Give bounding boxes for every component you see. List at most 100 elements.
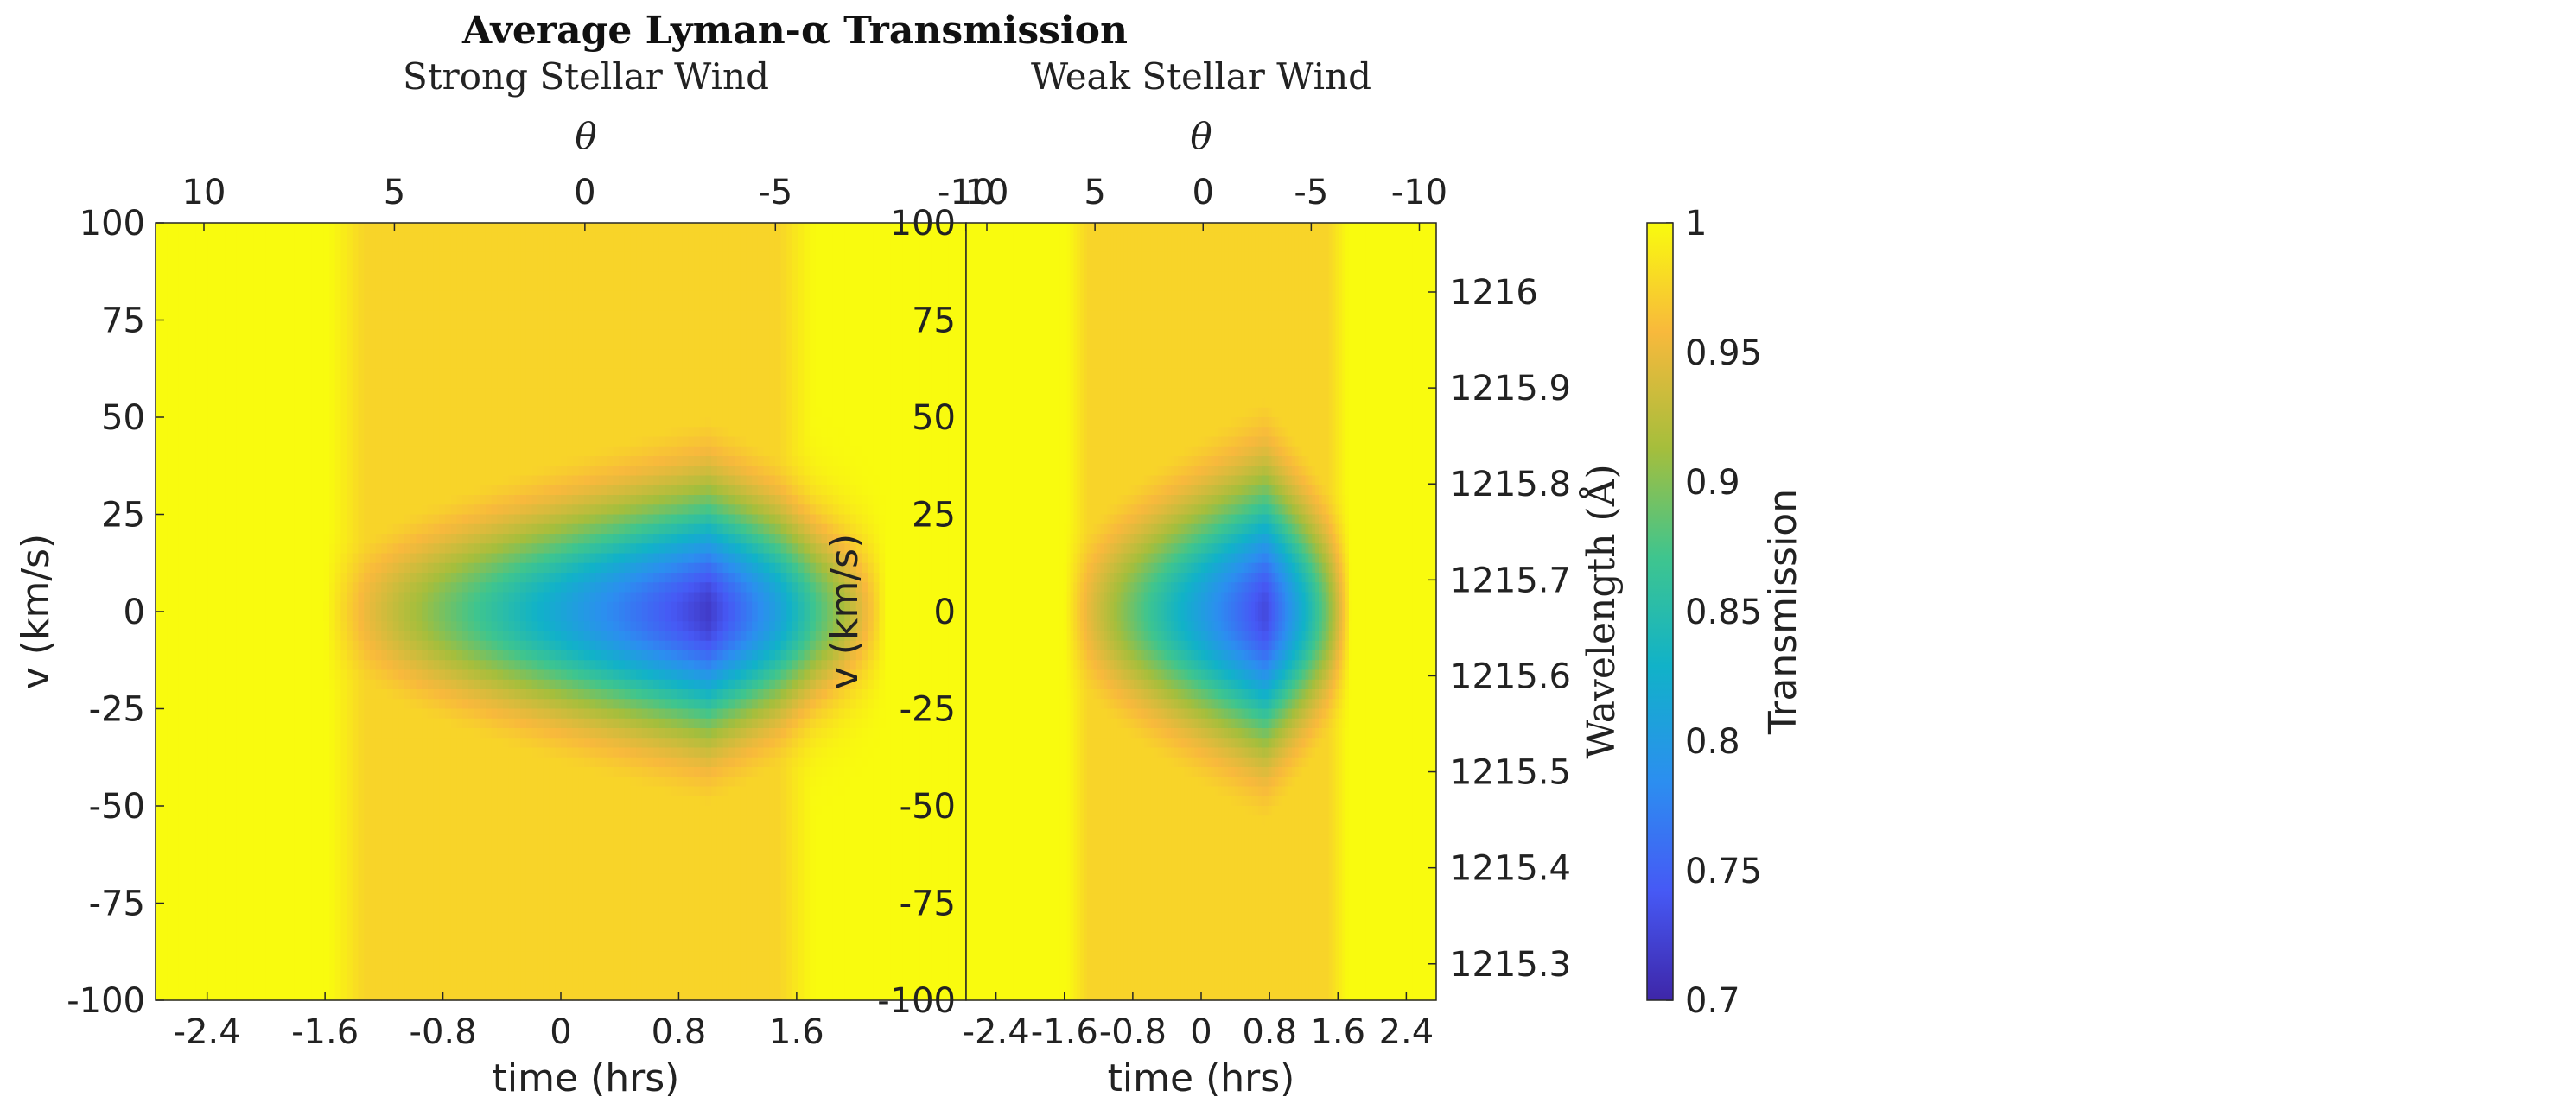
- heatmap-cell: [167, 252, 173, 263]
- heatmap-cell: [486, 291, 492, 301]
- heatmap-cell: [659, 534, 665, 544]
- heatmap-cell: [445, 563, 451, 574]
- heatmap-cell: [422, 543, 428, 554]
- heatmap-cell: [839, 447, 845, 457]
- heatmap-cell: [850, 291, 856, 301]
- heatmap-cell: [301, 282, 307, 292]
- heatmap-cell: [741, 447, 747, 457]
- heatmap-cell: [225, 359, 231, 370]
- heatmap-cell: [775, 271, 781, 282]
- heatmap-cell: [468, 330, 474, 340]
- heatmap-cell: [398, 524, 404, 535]
- heatmap-cell: [353, 223, 359, 233]
- heatmap-cell: [561, 223, 567, 233]
- heatmap-cell: [381, 349, 387, 359]
- heatmap-cell: [839, 456, 845, 466]
- heatmap-cell: [544, 262, 550, 272]
- heatmap-cell: [520, 378, 526, 389]
- heatmap-cell: [590, 369, 596, 379]
- heatmap-cell: [908, 543, 914, 554]
- heatmap-cell: [335, 282, 341, 292]
- heatmap-cell: [480, 271, 486, 282]
- heatmap-cell: [792, 495, 798, 505]
- heatmap-cell: [619, 485, 625, 496]
- heatmap-cell: [885, 243, 891, 253]
- heatmap-cell: [561, 310, 567, 320]
- heatmap-cell: [422, 349, 428, 359]
- heatmap-cell: [711, 252, 717, 263]
- heatmap-cell: [364, 282, 370, 292]
- heatmap-cell: [277, 252, 283, 263]
- heatmap-cell: [312, 504, 318, 515]
- heatmap-cell: [822, 369, 828, 379]
- heatmap-cell: [555, 456, 561, 466]
- heatmap-cell: [468, 554, 474, 564]
- heatmap-cell: [769, 223, 775, 233]
- heatmap-cell: [880, 485, 886, 496]
- heatmap-cell: [196, 262, 202, 272]
- heatmap-cell: [642, 339, 648, 350]
- heatmap-cell: [398, 349, 404, 359]
- heatmap-cell: [179, 369, 185, 379]
- heatmap-cell: [844, 427, 850, 437]
- heatmap-cell: [555, 252, 561, 263]
- heatmap-cell: [728, 310, 735, 320]
- heatmap-cell: [914, 349, 920, 359]
- heatmap-cell: [908, 378, 914, 389]
- heatmap-cell: [265, 534, 271, 544]
- heatmap-cell: [955, 534, 961, 544]
- heatmap-cell: [492, 301, 498, 311]
- heatmap-cell: [728, 504, 735, 515]
- heatmap-cell: [295, 330, 301, 340]
- heatmap-cell: [856, 524, 862, 535]
- heatmap-cell: [248, 232, 254, 243]
- heatmap-cell: [683, 495, 689, 505]
- heatmap-cell: [318, 515, 324, 525]
- heatmap-cell: [376, 378, 382, 389]
- heatmap-cell: [683, 417, 689, 428]
- heatmap-cell: [584, 320, 590, 331]
- heatmap-cell: [265, 252, 271, 263]
- heatmap-cell: [868, 349, 874, 359]
- heatmap-cell: [283, 369, 289, 379]
- heatmap-cell: [874, 252, 880, 263]
- heatmap-cell: [590, 330, 596, 340]
- heatmap-cell: [520, 408, 526, 418]
- heatmap-cell: [468, 232, 474, 243]
- heatmap-cell: [810, 349, 816, 359]
- heatmap-cell: [711, 466, 717, 476]
- heatmap-cell: [480, 447, 486, 457]
- heatmap-cell: [653, 359, 659, 370]
- heatmap-cell: [694, 504, 700, 515]
- heatmap-cell: [862, 243, 868, 253]
- heatmap-cell: [688, 243, 694, 253]
- heatmap-cell: [301, 554, 307, 564]
- heatmap-cell: [323, 427, 329, 437]
- heatmap-cell: [393, 534, 399, 544]
- heatmap-cell: [532, 349, 538, 359]
- heatmap-cell: [636, 291, 642, 301]
- heatmap-cell: [207, 427, 213, 437]
- heatmap-cell: [642, 485, 648, 496]
- heatmap-cell: [329, 320, 335, 331]
- heatmap-cell: [816, 271, 822, 282]
- heatmap-cell: [422, 534, 428, 544]
- heatmap-cell: [260, 339, 266, 350]
- heatmap-cell: [451, 223, 457, 233]
- heatmap-cell: [202, 330, 208, 340]
- heatmap-cell: [844, 252, 850, 263]
- heatmap-cell: [827, 504, 833, 515]
- heatmap-cell: [561, 388, 567, 398]
- heatmap-cell: [376, 330, 382, 340]
- heatmap-cell: [318, 232, 324, 243]
- heatmap-cell: [781, 291, 787, 301]
- heatmap-cell: [862, 408, 868, 418]
- heatmap-cell: [728, 320, 735, 331]
- heatmap-cell: [497, 456, 503, 466]
- heatmap-cell: [735, 398, 741, 409]
- heatmap-cell: [462, 282, 468, 292]
- heatmap-cell: [370, 427, 376, 437]
- heatmap-cell: [451, 447, 457, 457]
- heatmap-cell: [398, 534, 404, 544]
- heatmap-cell: [607, 524, 614, 535]
